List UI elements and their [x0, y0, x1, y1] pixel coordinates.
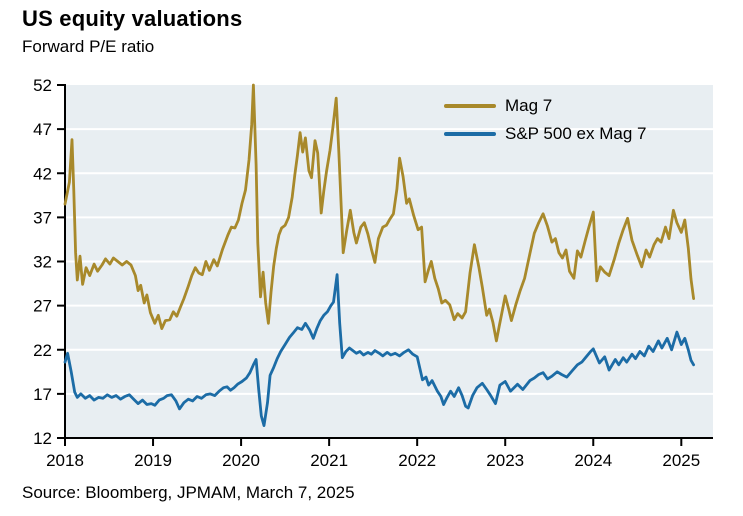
- legend-line-mag7-icon: [444, 104, 496, 108]
- svg-text:42: 42: [33, 164, 52, 183]
- legend-item-sp500-ex-mag7: S&P 500 ex Mag 7: [444, 120, 646, 148]
- svg-text:22: 22: [33, 341, 52, 360]
- svg-text:2019: 2019: [134, 451, 172, 470]
- svg-text:2024: 2024: [574, 451, 612, 470]
- svg-text:32: 32: [33, 253, 52, 272]
- chart-subtitle: Forward P/E ratio: [22, 37, 155, 56]
- svg-text:2023: 2023: [486, 451, 524, 470]
- svg-text:2018: 2018: [46, 451, 84, 470]
- svg-text:2021: 2021: [310, 451, 348, 470]
- svg-text:2022: 2022: [398, 451, 436, 470]
- svg-text:2020: 2020: [222, 451, 260, 470]
- svg-text:2025: 2025: [662, 451, 700, 470]
- chart-title: US equity valuations: [22, 6, 243, 31]
- legend-line-sp500-ex-mag7-icon: [444, 132, 496, 136]
- legend-item-mag7: Mag 7: [444, 92, 646, 120]
- svg-text:12: 12: [33, 429, 52, 448]
- legend-label-mag7: Mag 7: [505, 96, 553, 115]
- legend-label-sp500-ex-mag7: S&P 500 ex Mag 7: [505, 124, 647, 143]
- source-attribution: Source: Bloomberg, JPMAM, March 7, 2025: [22, 483, 355, 502]
- chart-legend: Mag 7 S&P 500 ex Mag 7: [444, 92, 646, 148]
- svg-text:52: 52: [33, 76, 52, 95]
- svg-text:27: 27: [33, 297, 52, 316]
- svg-text:17: 17: [33, 385, 52, 404]
- svg-text:47: 47: [33, 120, 52, 139]
- svg-text:37: 37: [33, 208, 52, 227]
